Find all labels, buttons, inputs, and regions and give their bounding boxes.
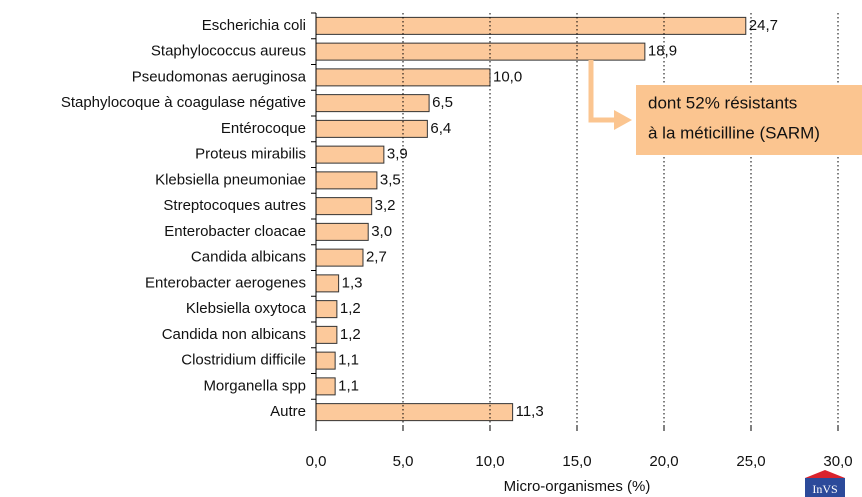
y-tick-label: Clostridium difficile: [181, 352, 306, 369]
bar: [315, 119, 428, 138]
annotation-arrow: [588, 60, 616, 123]
y-tick-label: Klebsiella pneumoniae: [155, 171, 306, 188]
x-tick-label: 25,0: [736, 453, 765, 470]
bar: [315, 403, 514, 422]
bar: [315, 274, 340, 293]
y-tick-label: Proteus mirabilis: [195, 146, 306, 163]
y-tick-label: Staphylocoque à coagulase négative: [61, 94, 306, 111]
value-label: 1,2: [340, 300, 361, 317]
x-tick-label: 10,0: [475, 453, 504, 470]
value-label: 11,3: [516, 403, 544, 420]
bar: [315, 145, 385, 164]
value-label: 6,5: [432, 94, 453, 111]
bar: [315, 325, 338, 344]
logo-text: InVS: [812, 482, 837, 496]
y-tick-label: Enterobacter cloacae: [164, 223, 306, 240]
annotation-box: [636, 85, 862, 155]
x-tick-label: 20,0: [649, 453, 678, 470]
annotation-line: dont 52% résistants: [648, 93, 797, 112]
bar: [315, 197, 373, 216]
bar: [315, 16, 747, 35]
bar: [315, 300, 338, 319]
value-label: 3,9: [387, 146, 408, 163]
x-tick-label: 15,0: [562, 453, 591, 470]
y-tick-label: Morganella spp: [203, 377, 306, 394]
bar: [315, 171, 378, 190]
y-tick-label: Pseudomonas aeruginosa: [132, 68, 307, 85]
logo-roof: [805, 470, 845, 478]
y-tick-label: Staphylococcus aureus: [151, 43, 306, 60]
y-tick-label: Escherichia coli: [202, 17, 306, 34]
y-tick-label: Entérocoque: [221, 120, 306, 137]
value-label: 2,7: [366, 249, 387, 266]
annotation-arrowhead: [614, 110, 632, 130]
x-tick-label: 30,0: [823, 453, 852, 470]
y-tick-label: Candida albicans: [191, 249, 306, 266]
y-tick-label: Klebsiella oxytoca: [186, 300, 307, 317]
value-label: 3,2: [375, 197, 396, 214]
bar: [315, 248, 364, 267]
y-tick-label: Enterobacter aerogenes: [145, 274, 306, 291]
value-label: 6,4: [430, 120, 451, 137]
x-axis-label: Micro-organismes (%): [504, 478, 651, 495]
y-tick-label: Candida non albicans: [162, 326, 306, 343]
x-tick-label: 0,0: [306, 453, 327, 470]
value-label: 1,1: [338, 377, 359, 394]
bar: [315, 222, 369, 241]
bar: [315, 377, 336, 396]
value-label: 18,9: [648, 43, 677, 60]
y-tick-label: Streptocoques autres: [163, 197, 306, 214]
value-label: 24,7: [749, 17, 778, 34]
x-tick-label: 5,0: [393, 453, 414, 470]
value-label: 3,0: [371, 223, 392, 240]
value-label: 3,5: [380, 171, 401, 188]
y-tick-label: Autre: [270, 403, 306, 420]
annotation-line: à la méticilline (SARM): [648, 123, 820, 142]
bar: [315, 94, 430, 113]
value-label: 10,0: [493, 68, 522, 85]
value-label: 1,3: [342, 274, 363, 291]
logo-box: [805, 478, 845, 497]
bar: [315, 42, 646, 61]
value-label: 1,2: [340, 326, 361, 343]
bar: [315, 351, 336, 370]
value-label: 1,1: [338, 352, 359, 369]
